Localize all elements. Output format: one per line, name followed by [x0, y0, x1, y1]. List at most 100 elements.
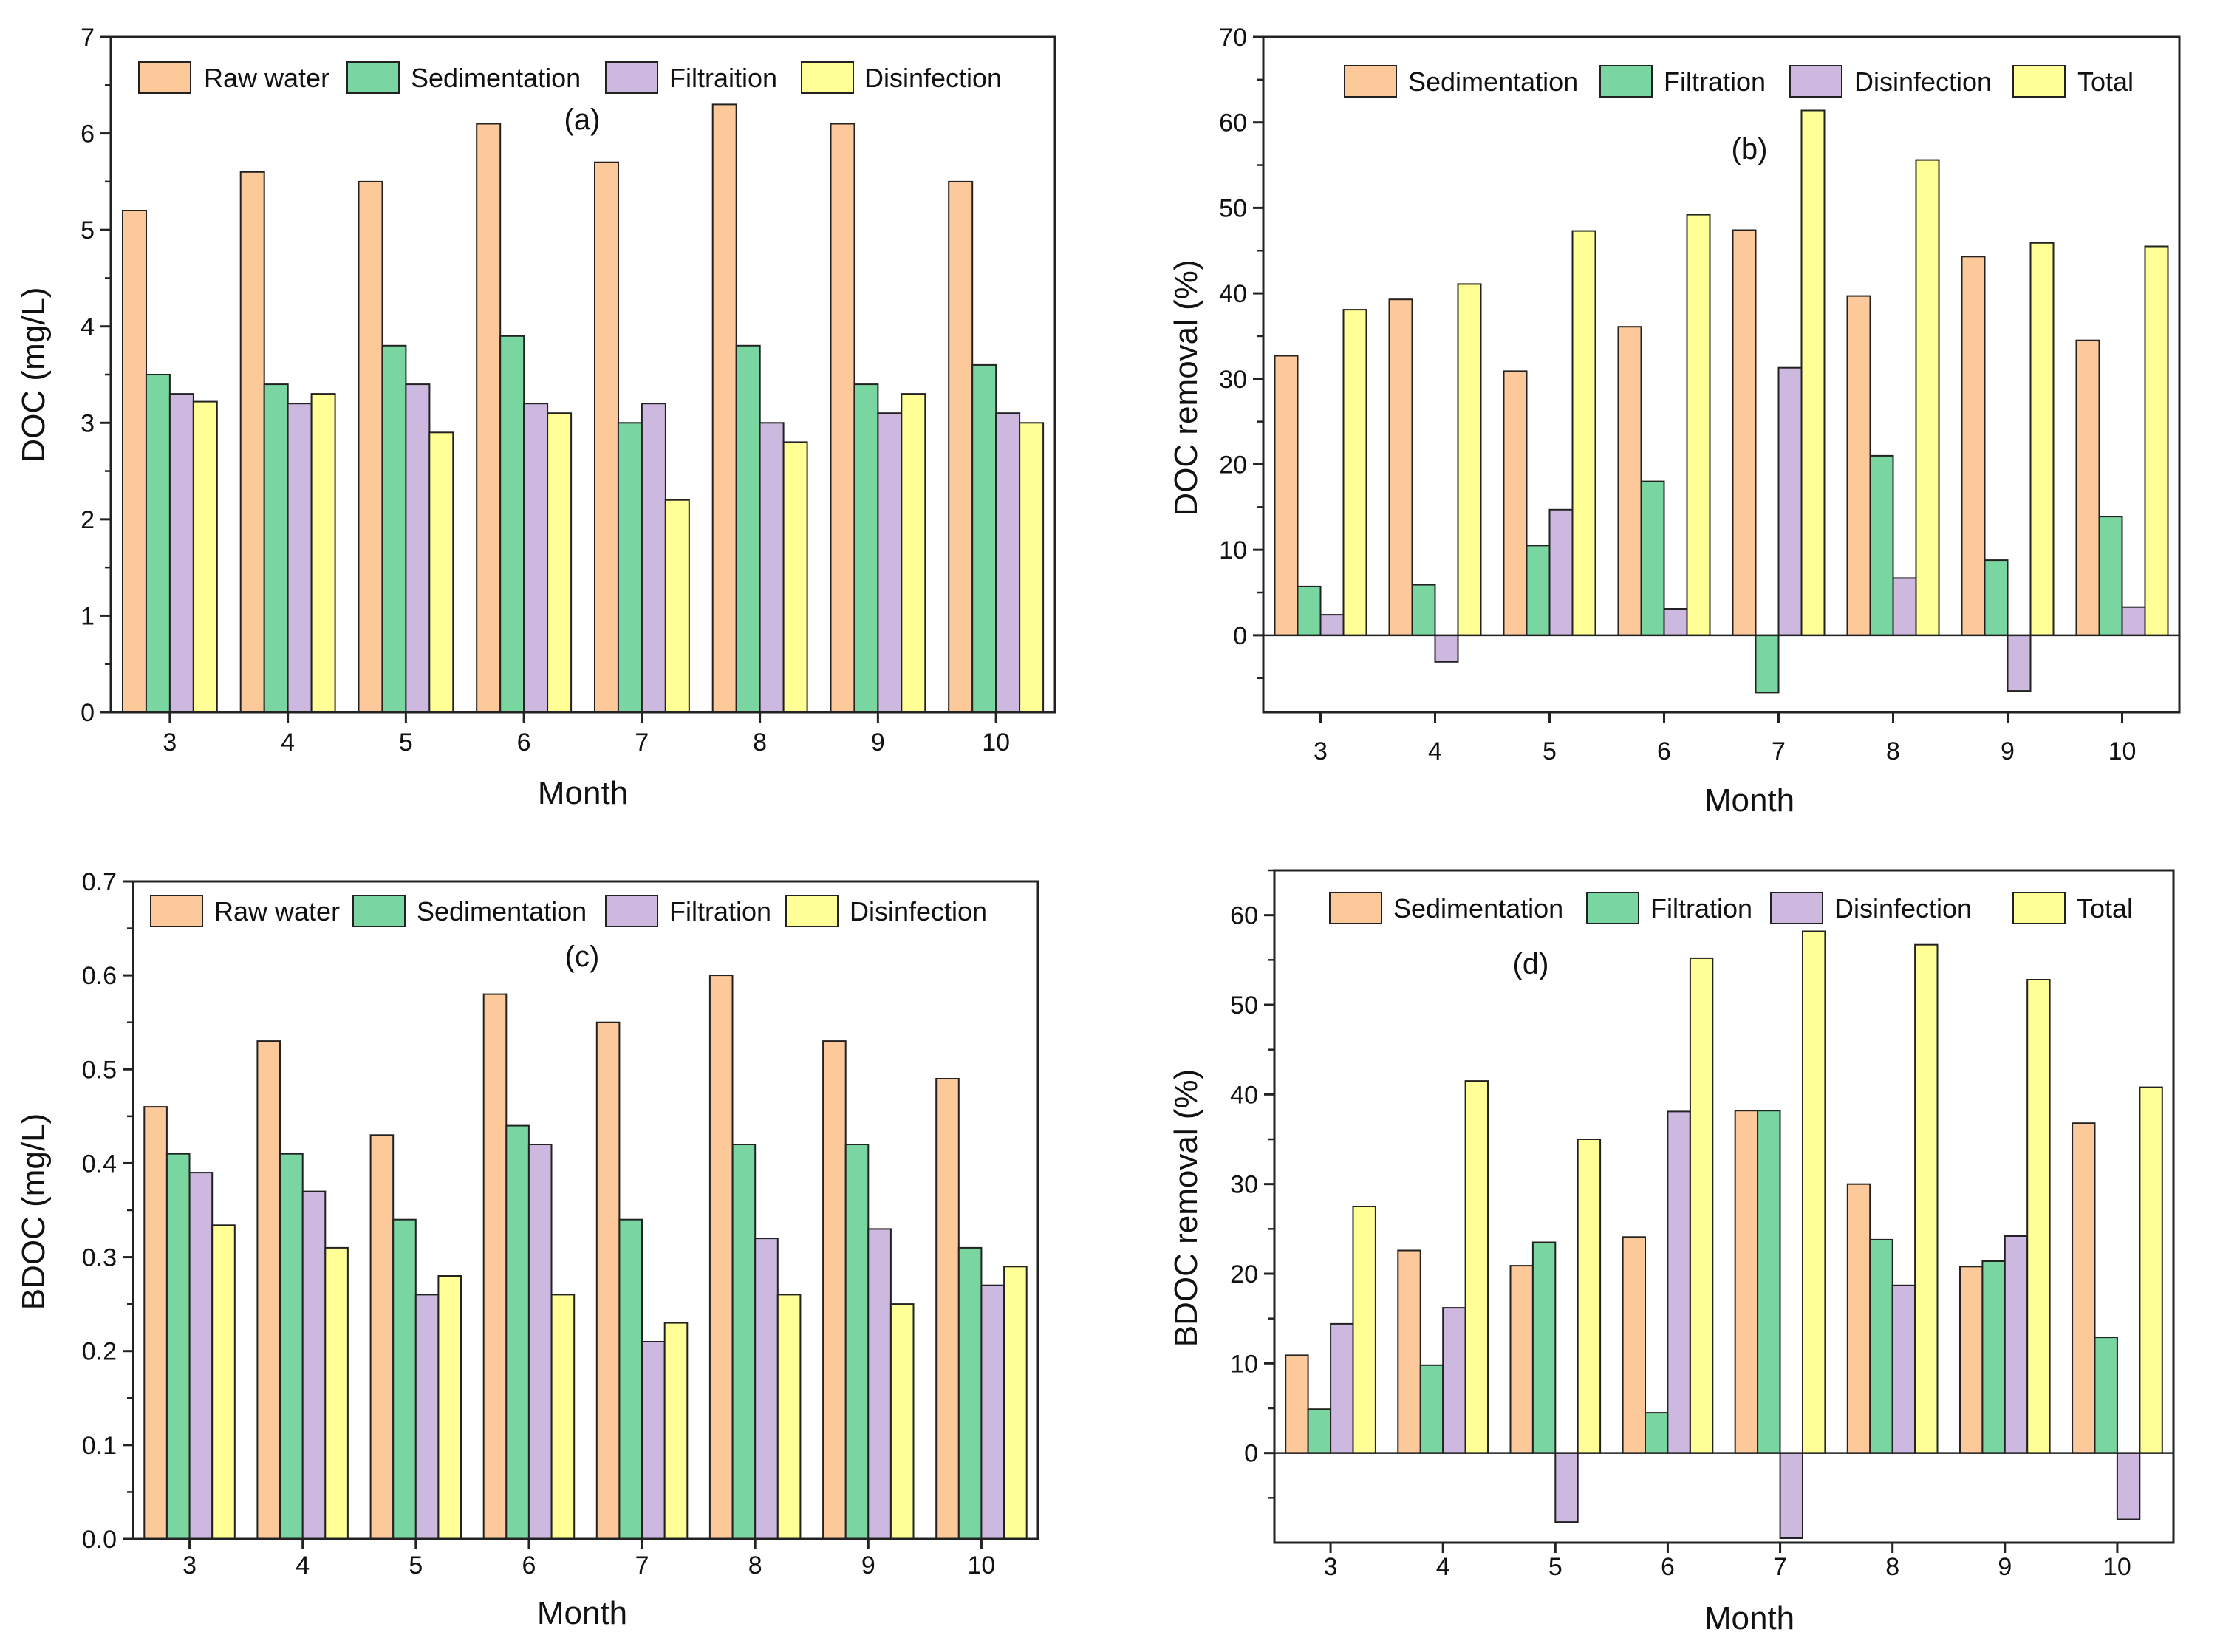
y-tick-label-b: 40 [1219, 280, 1247, 308]
legend-label-d-filtration: Filtration [1650, 893, 1752, 924]
bar-c-raw-water-month-9 [822, 1040, 847, 1540]
bar-d-filtration-month-9 [1981, 1260, 2006, 1454]
bar-d-sedimentation-month-5 [1509, 1265, 1534, 1454]
bar-a-disinfection-month-6 [547, 412, 573, 713]
bar-d-sedimentation-month-10 [2072, 1122, 2096, 1454]
bar-d-sedimentation-month-7 [1734, 1110, 1759, 1454]
bar-d-total-month-10 [2139, 1086, 2163, 1454]
bar-d-total-month-7 [1802, 930, 1826, 1454]
x-tick-label-c: 6 [522, 1552, 536, 1580]
bar-b-sedimentation-month-8 [1846, 295, 1871, 636]
bar-b-total-month-5 [1571, 230, 1596, 636]
bar-a-raw-water-month-3 [122, 210, 147, 713]
bar-c-raw-water-month-7 [595, 1021, 621, 1540]
legend-swatch-b-filtration [1599, 65, 1653, 98]
bar-d-total-month-5 [1577, 1139, 1602, 1454]
x-tick-label-b: 3 [1314, 737, 1328, 765]
bar-c-disinfection-month-10 [1003, 1266, 1028, 1540]
bar-c-sedimentation-month-8 [731, 1144, 757, 1540]
legend-swatch-c-raw-water [150, 895, 203, 927]
y-tick-label-d: 0 [1244, 1440, 1258, 1468]
legend-label-a-raw-water: Raw water [204, 63, 329, 93]
bar-c-filtration-month-6 [527, 1144, 553, 1540]
bar-a-disinfection-month-4 [310, 393, 336, 713]
legend-label-d-sedimentation: Sedimentation [1393, 893, 1563, 924]
y-tick-label-d: 30 [1230, 1171, 1258, 1199]
bar-b-sedimentation-month-6 [1617, 326, 1642, 636]
bar-c-sedimentation-month-9 [844, 1144, 870, 1540]
x-tick-label-b: 8 [1886, 737, 1900, 765]
bar-d-disinfection-month-7 [1779, 1452, 1804, 1539]
y-axis-title-c: BDOC (mg/L) [16, 1113, 52, 1310]
bar-c-filtration-month-7 [641, 1341, 666, 1540]
bar-c-sedimentation-month-6 [505, 1124, 530, 1540]
x-tick-label-c: 7 [635, 1552, 649, 1580]
bar-a-disinfection-month-10 [1019, 422, 1045, 713]
y-tick-label-c: 0.2 [82, 1338, 117, 1366]
bar-b-disinfection-month-7 [1777, 366, 1803, 636]
bar-a-sedimentation-month-5 [381, 344, 407, 713]
bar-b-disinfection-month-5 [1548, 508, 1574, 636]
chart-panel-b: 0 10 20 30 40 50 60 70 3 4 5 6 7 8 9 10 Month DOC removal… [1168, 24, 2181, 819]
x-tick-label-b: 7 [1772, 737, 1786, 765]
panel-label-a: (a) [564, 103, 601, 136]
legend-swatch-d-total [2012, 892, 2066, 924]
y-tick-label-a: 7 [81, 24, 95, 52]
bar-a-filtraition-month-10 [995, 412, 1021, 713]
y-tick-label-a: 1 [81, 602, 95, 630]
bar-b-sedimentation-month-9 [1961, 256, 1986, 636]
legend-label-c-filtration: Filtration [669, 896, 771, 926]
legend-swatch-d-disinfection [1770, 892, 1823, 924]
bar-d-disinfection-month-3 [1330, 1322, 1354, 1454]
bar-b-sedimentation-month-3 [1274, 355, 1299, 636]
x-axis-title-c: Month [537, 1595, 627, 1631]
legend-label-c-raw-water: Raw water [214, 896, 340, 926]
x-tick-label-d: 4 [1436, 1553, 1450, 1581]
legend-label-d-disinfection: Disinfection [1834, 893, 1972, 924]
chart-panel-d: 0 10 20 30 40 50 60 3 4 5 6 7 8 9 10 Month BDOC removal … [1168, 869, 2175, 1636]
bar-b-disinfection-month-6 [1663, 608, 1688, 636]
bar-d-filtration-month-3 [1307, 1408, 1331, 1454]
legend-label-b-sedimentation: Sedimentation [1408, 66, 1578, 97]
bar-c-raw-water-month-8 [708, 975, 734, 1540]
y-tick-label-c: 0.0 [82, 1526, 117, 1554]
x-tick-label-a: 10 [982, 728, 1010, 757]
bar-b-total-month-9 [2029, 242, 2055, 636]
bar-b-filtration-month-10 [2098, 516, 2123, 636]
bar-c-filtration-month-4 [301, 1190, 327, 1540]
x-tick-label-d: 5 [1548, 1553, 1563, 1581]
bar-b-filtration-month-7 [1755, 634, 1780, 694]
bar-a-disinfection-month-3 [192, 400, 218, 713]
y-tick-label-c: 0.1 [82, 1432, 117, 1460]
bar-d-sedimentation-month-6 [1622, 1236, 1647, 1454]
y-axis-title-b: DOC removal (%) [1168, 259, 1204, 516]
panel-label-c: (c) [565, 941, 600, 973]
bar-a-filtraition-month-9 [877, 412, 903, 713]
plot-frame-d [1273, 869, 2175, 1544]
bar-c-sedimentation-month-10 [957, 1246, 983, 1540]
bar-d-disinfection-month-6 [1667, 1110, 1691, 1454]
x-tick-label-c: 9 [861, 1552, 875, 1580]
bar-d-filtration-month-7 [1757, 1110, 1781, 1454]
bar-a-filtraition-month-7 [641, 403, 666, 713]
bar-b-sedimentation-month-10 [2075, 339, 2100, 636]
x-tick-label-c: 8 [748, 1552, 762, 1580]
bar-c-disinfection-month-6 [550, 1294, 576, 1540]
panel-label-b: (b) [1732, 133, 1768, 165]
x-axis-title-d: Month [1704, 1600, 1794, 1636]
bar-a-filtraition-month-8 [759, 422, 785, 713]
bar-a-sedimentation-month-3 [145, 374, 171, 713]
bar-c-raw-water-month-5 [369, 1134, 395, 1540]
y-tick-label-d: 40 [1230, 1081, 1258, 1109]
bar-c-disinfection-month-4 [324, 1246, 349, 1540]
bar-c-sedimentation-month-7 [618, 1218, 643, 1540]
y-tick-label-d: 20 [1230, 1260, 1258, 1289]
bar-b-sedimentation-month-4 [1388, 298, 1413, 636]
bar-a-sedimentation-month-10 [971, 363, 997, 713]
panel-label-d: (d) [1513, 948, 1549, 980]
bar-d-filtration-month-8 [1869, 1238, 1893, 1454]
y-axis-title-d: BDOC removal (%) [1168, 1069, 1204, 1348]
y-tick-label-d: 50 [1230, 991, 1258, 1020]
legend-label-d-total: Total [2077, 893, 2133, 924]
bar-b-filtration-month-9 [1984, 559, 2009, 636]
